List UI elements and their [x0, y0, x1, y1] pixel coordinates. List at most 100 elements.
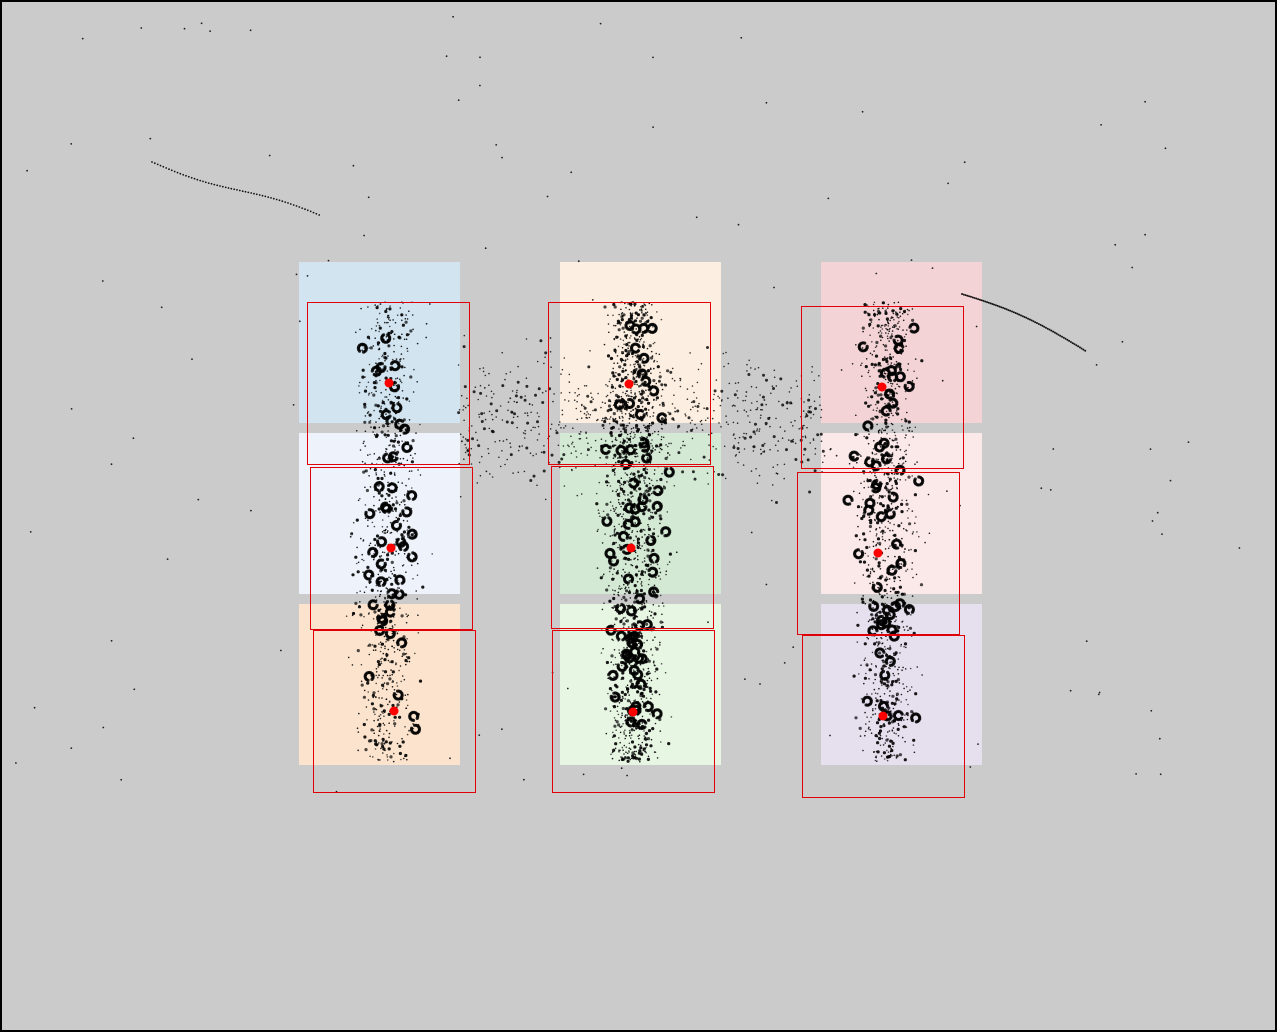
scatter-dot — [408, 419, 411, 421]
scatter-dot — [664, 467, 666, 469]
scatter-dot — [396, 587, 399, 589]
scatter-dot — [627, 437, 632, 441]
scatter-dot — [902, 626, 905, 628]
scatter-dot — [905, 398, 907, 400]
scatter-dot — [371, 574, 375, 578]
scatter-dot — [619, 484, 621, 487]
scatter-dot — [381, 711, 383, 713]
scatter-dot — [891, 326, 894, 328]
scatter-dot — [905, 434, 907, 436]
scatter-dot — [646, 414, 649, 417]
scatter-dot — [373, 409, 375, 412]
scatter-dot — [405, 621, 408, 624]
scatter-dot — [878, 318, 880, 321]
scatter-dot — [871, 567, 874, 570]
scatter-dot — [375, 472, 377, 474]
scatter-dot — [622, 483, 625, 486]
scatter-dot — [661, 423, 663, 426]
scatter-dot — [871, 341, 873, 343]
scatter-dot — [892, 707, 895, 710]
scatter-dot — [619, 357, 624, 362]
scatter-dot — [377, 305, 379, 307]
scatter-dot — [629, 758, 631, 761]
scatter-dot — [884, 373, 887, 375]
scatter-dot — [911, 430, 913, 433]
scatter-dot — [631, 564, 634, 567]
scatter-dot — [620, 657, 623, 659]
scatter-dot — [861, 347, 864, 349]
scatter-dot — [621, 450, 623, 452]
scatter-dot — [638, 544, 641, 546]
scatter-dot — [381, 531, 384, 533]
scatter-dot — [875, 529, 877, 531]
scatter-dot — [415, 590, 418, 592]
scatter-dot — [908, 309, 910, 312]
scatter-dot — [369, 486, 372, 488]
scatter-dot — [370, 728, 374, 732]
scatter-dot — [605, 455, 609, 459]
scatter-dot — [888, 416, 890, 419]
scatter-dot — [402, 499, 406, 503]
scatter-dot — [884, 422, 887, 424]
scatter-dot — [633, 756, 637, 760]
scatter-dot — [650, 368, 652, 371]
scatter-dot — [408, 470, 411, 473]
scatter-dot — [891, 568, 894, 571]
scatter-dot — [380, 742, 384, 746]
scatter-dot — [379, 717, 382, 720]
scatter-dot — [867, 574, 871, 578]
scatter-dot — [386, 422, 390, 426]
scatter-dot — [638, 487, 642, 491]
scatter-dot — [624, 499, 627, 501]
scatter-dot — [627, 590, 632, 595]
scatter-dot — [381, 687, 384, 690]
scatter-dot — [378, 417, 381, 420]
scatter-dot — [622, 697, 624, 699]
scatter-dot — [885, 648, 887, 650]
scatter-dot — [858, 492, 861, 495]
scatter-dot — [633, 366, 636, 368]
scatter-dot — [896, 327, 898, 330]
scatter-dot — [376, 321, 379, 324]
scatter-dot — [639, 694, 643, 698]
scatter-dot — [867, 555, 869, 557]
scatter-dot — [640, 752, 644, 756]
scatter-dot — [893, 523, 895, 526]
scatter-dot — [364, 430, 367, 433]
scatter-dot — [885, 473, 888, 475]
scatter-dot — [893, 477, 895, 479]
scatter-dot — [378, 330, 380, 333]
scatter-dot — [619, 503, 621, 505]
scatter-dot — [352, 521, 355, 524]
scatter-dot — [854, 534, 858, 538]
scatter-dot — [630, 335, 632, 337]
scatter-dot — [383, 601, 385, 603]
scatter-dot — [625, 369, 627, 372]
scatter-dot — [895, 486, 898, 489]
scatter-dot — [867, 637, 870, 640]
scatter-dot — [621, 714, 623, 717]
scatter-dot — [640, 431, 642, 434]
scatter-dot — [646, 564, 650, 568]
scatter-dot — [637, 608, 640, 611]
scatter-dot — [636, 544, 638, 547]
scatter-dot — [385, 587, 388, 589]
scatter-dot — [597, 509, 600, 512]
scatter-dot — [630, 395, 632, 398]
scatter-dot — [385, 308, 388, 311]
scatter-dot — [403, 548, 407, 552]
scatter-dot — [665, 467, 669, 471]
scatter-dot — [646, 456, 649, 459]
scatter-dot — [874, 453, 876, 456]
scatter-dot — [891, 452, 894, 454]
scatter-dot — [655, 716, 659, 720]
scatter-dot — [361, 460, 364, 463]
scatter-dot — [385, 557, 390, 562]
scatter-dot — [648, 670, 650, 673]
scatter-dot — [618, 384, 622, 388]
scatter-dot — [380, 405, 383, 408]
scatter-dot — [875, 390, 878, 392]
scatter-dot — [621, 397, 624, 400]
scatter-dot — [630, 682, 635, 687]
scatter-dot — [372, 558, 375, 561]
